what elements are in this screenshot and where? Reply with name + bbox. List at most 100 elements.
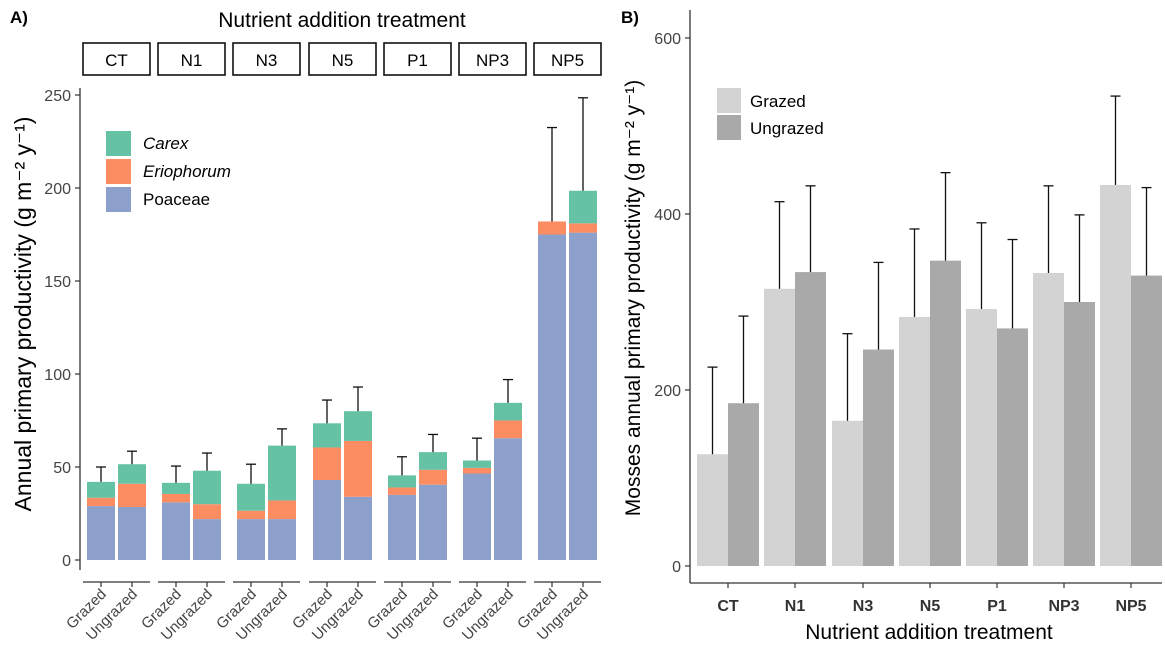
panel-b-y-tick-label: 600 — [654, 31, 681, 48]
facet-strip — [308, 42, 377, 76]
bar-segment-carex — [463, 460, 491, 468]
legend-label-poaceae: Poaceae — [143, 190, 210, 209]
panel-b-x-tick-label: NP3 — [1048, 598, 1079, 615]
bar-ungrazed — [1131, 275, 1162, 566]
bar-segment-carex — [162, 482, 190, 494]
legend-label-eriophorum: Eriophorum — [143, 162, 231, 181]
legend-label-grazed: Grazed — [750, 92, 806, 111]
bar-segment-eriophorum — [494, 420, 522, 439]
panel-a-y-tick-label: 50 — [53, 460, 71, 477]
bar-segment-poaceae — [344, 496, 372, 560]
bar-segment-eriophorum — [237, 510, 265, 520]
bar-segment-eriophorum — [463, 467, 491, 474]
bar-segment-carex — [494, 402, 522, 421]
bar-segment-carex — [313, 423, 341, 448]
bar-segment-eriophorum — [87, 497, 115, 507]
bar-segment-eriophorum — [268, 500, 296, 520]
bar-segment-poaceae — [313, 480, 341, 560]
panel-b-x-tick-label: N5 — [920, 598, 941, 615]
bar-grazed — [899, 316, 930, 566]
facet-strip-label: N5 — [332, 51, 354, 70]
legend-key-grazed — [717, 88, 741, 113]
bar-segment-eriophorum — [344, 440, 372, 497]
legend-key-eriophorum — [106, 159, 131, 184]
panel-b-x-tick-label: N1 — [785, 598, 806, 615]
facet-strip-label: N1 — [181, 51, 203, 70]
facet-strip-label: NP3 — [476, 51, 509, 70]
panel-b-y-tick-label: 0 — [672, 559, 681, 576]
bar-ungrazed — [997, 328, 1028, 566]
bar-ungrazed — [930, 260, 961, 566]
bar-segment-poaceae — [463, 473, 491, 560]
panel-a-y-tick-label: 0 — [62, 553, 71, 570]
legend-label-ungrazed: Ungrazed — [750, 119, 824, 138]
bar-segment-eriophorum — [162, 493, 190, 503]
panel-b-y-axis-label: Mosses annual primary productivity (g m⁻… — [622, 80, 645, 516]
panel-a-y-tick-label: 250 — [44, 88, 71, 105]
bar-grazed — [1033, 272, 1064, 566]
facet-strip — [82, 42, 151, 76]
bar-segment-carex — [569, 190, 597, 224]
panel-b-x-tick-label: NP5 — [1115, 598, 1146, 615]
panel-b-y-tick-label: 400 — [654, 207, 681, 224]
bar-segment-poaceae — [237, 519, 265, 560]
legend-key-ungrazed — [717, 115, 741, 140]
panel-a-title: Nutrient addition treatment — [218, 9, 466, 32]
bar-segment-eriophorum — [419, 469, 447, 485]
bar-grazed — [966, 309, 997, 566]
bar-grazed — [1100, 184, 1131, 566]
bar-segment-poaceae — [87, 506, 115, 560]
bar-segment-carex — [87, 481, 115, 498]
facet-strip-label: NP5 — [551, 51, 584, 70]
bar-ungrazed — [863, 349, 894, 566]
panel-a-label: A) — [10, 8, 28, 27]
bar-ungrazed — [728, 403, 759, 566]
legend-key-poaceae — [106, 187, 131, 212]
bar-segment-poaceae — [419, 484, 447, 560]
panel-a-y-tick-label: 100 — [44, 367, 71, 384]
panel-a-y-tick-label: 200 — [44, 181, 71, 198]
legend-label-carex: Carex — [143, 134, 189, 153]
panel-b-y-tick-label: 200 — [654, 383, 681, 400]
facet-strip — [458, 42, 527, 76]
facet-strip-label: CT — [105, 51, 128, 70]
bar-grazed — [832, 420, 863, 566]
bar-segment-eriophorum — [569, 223, 597, 233]
facet-strip-label: P1 — [407, 51, 428, 70]
bar-segment-carex — [419, 452, 447, 470]
panel-b: B) Mosses annual primary productivity (g… — [621, 8, 1162, 644]
bar-segment-eriophorum — [193, 504, 221, 520]
panel-a-y-axis-label: Annual primary productivity (g m⁻² y⁻¹) — [10, 117, 36, 512]
bar-segment-carex — [193, 470, 221, 505]
panel-b-label: B) — [621, 8, 639, 27]
bar-ungrazed — [795, 272, 826, 566]
facet-strip-label: N3 — [256, 51, 278, 70]
bar-segment-eriophorum — [313, 447, 341, 481]
bar-segment-eriophorum — [118, 483, 146, 507]
bar-segment-carex — [237, 483, 265, 511]
facet-strip — [232, 42, 301, 76]
bar-segment-poaceae — [268, 519, 296, 560]
bar-grazed — [764, 288, 795, 566]
facet-strip — [533, 42, 602, 76]
bar-segment-poaceae — [388, 494, 416, 560]
bar-segment-carex — [388, 475, 416, 488]
bar-segment-carex — [268, 445, 296, 501]
bar-segment-poaceae — [193, 519, 221, 560]
facet-strip — [383, 42, 452, 76]
bar-ungrazed — [1064, 302, 1095, 566]
bar-segment-eriophorum — [388, 487, 416, 495]
bar-segment-poaceae — [162, 502, 190, 560]
bar-segment-carex — [344, 411, 372, 441]
bar-segment-carex — [118, 464, 146, 484]
legend-key-carex — [106, 131, 131, 156]
bar-grazed — [697, 454, 728, 566]
panel-b-x-tick-label: N3 — [853, 598, 874, 615]
bar-segment-eriophorum — [538, 221, 566, 235]
bar-segment-poaceae — [118, 506, 146, 560]
panel-b-x-tick-label: CT — [717, 598, 739, 615]
bar-segment-poaceae — [538, 234, 566, 560]
panel-a-y-tick-label: 150 — [44, 274, 71, 291]
panel-a: A) Nutrient addition treatment Annual pr… — [10, 8, 602, 644]
